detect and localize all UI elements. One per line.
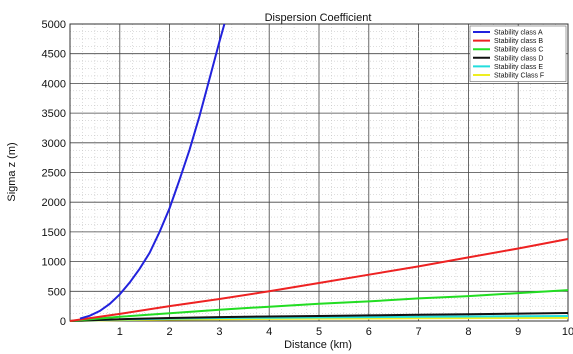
x-tick-label: 1 <box>117 326 123 338</box>
y-tick-label: 500 <box>48 286 66 298</box>
y-tick-labels: 0 500 1000 1500 2000 2500 3000 3500 4000 4500 5000 <box>42 19 66 328</box>
legend-box <box>469 25 567 82</box>
x-tick-label: 7 <box>416 326 422 338</box>
legend-label: Stability Class F <box>494 73 544 80</box>
legend-label: Stability class C <box>494 47 543 54</box>
series-line-stability-class-b <box>69 238 569 322</box>
y-tick-label: 4500 <box>42 49 66 61</box>
y-tick-label: 2500 <box>42 168 66 180</box>
y-axis-label: Sigma z (m) <box>6 142 18 201</box>
x-tick-label: 4 <box>266 326 272 338</box>
series-line-stability-class-a <box>79 23 226 320</box>
x-tick-label: 8 <box>465 326 471 338</box>
chart-title: Dispersion Coefficient <box>265 12 372 24</box>
series-line-stability-class-c <box>69 289 569 322</box>
y-tick-label: 4000 <box>42 78 66 90</box>
y-tick-label: 2000 <box>42 197 66 209</box>
x-tick-labels: 1 2 3 4 5 6 7 8 9 10 <box>117 326 573 338</box>
y-tick-label: 1000 <box>42 257 66 269</box>
plot-area-border <box>69 23 569 322</box>
y-tick-label: 3500 <box>42 108 66 120</box>
series-lines <box>69 23 569 322</box>
y-tick-label: 1500 <box>42 227 66 239</box>
legend-label: Stability class D <box>494 55 543 62</box>
x-tick-label: 6 <box>366 326 372 338</box>
legend-label: Stability class E <box>494 64 543 71</box>
x-tick-label: 3 <box>216 326 222 338</box>
x-tick-label: 2 <box>167 326 173 338</box>
y-tick-label: 0 <box>60 316 66 328</box>
x-tick-label: 9 <box>515 326 521 338</box>
y-tick-label: 3000 <box>42 138 66 150</box>
series-line-stability-class-d <box>69 312 569 322</box>
y-tick-label: 5000 <box>42 19 66 31</box>
x-axis-label: Distance (km) <box>284 339 352 351</box>
legend-label: Stability class A <box>494 30 543 37</box>
x-tick-label: 10 <box>562 326 573 338</box>
legend-label: Stability class B <box>494 38 543 45</box>
x-tick-label: 5 <box>316 326 322 338</box>
